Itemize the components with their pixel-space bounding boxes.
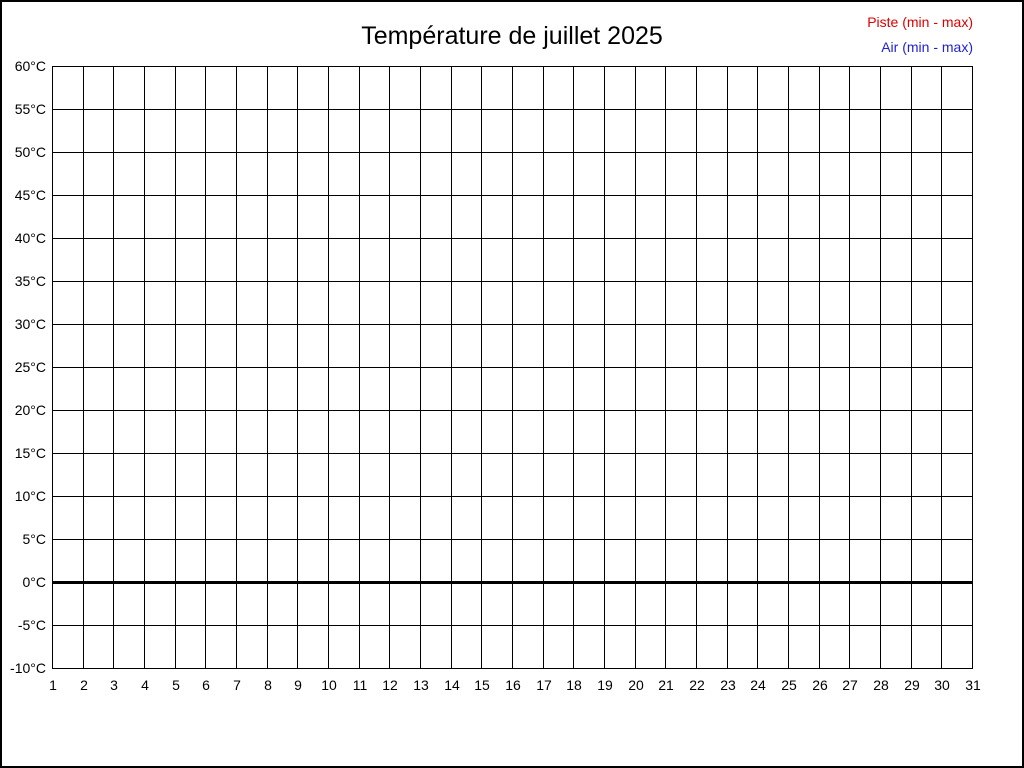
gridline-horizontal — [52, 238, 973, 239]
y-tick-label: -10°C — [10, 660, 46, 676]
x-tick-label: 25 — [781, 677, 797, 693]
gridline-horizontal — [52, 66, 973, 67]
y-tick-label: 60°C — [14, 58, 46, 74]
x-tick-label: 16 — [505, 677, 521, 693]
y-tick-label: 5°C — [22, 531, 47, 547]
legend-piste: Piste (min - max) — [867, 14, 973, 30]
x-tick-label: 24 — [750, 677, 766, 693]
x-tick-label: 23 — [720, 677, 736, 693]
y-tick-label: -5°C — [17, 617, 46, 633]
x-tick-label: 3 — [110, 677, 118, 693]
x-tick-label: 6 — [202, 677, 210, 693]
gridline-horizontal — [52, 367, 973, 368]
y-tick-label: 50°C — [14, 144, 46, 160]
x-tick-label: 14 — [444, 677, 460, 693]
x-tick-label: 28 — [873, 677, 889, 693]
y-tick-label: 55°C — [14, 101, 46, 117]
x-tick-label: 9 — [294, 677, 302, 693]
y-tick-label: 15°C — [14, 445, 46, 461]
gridline-horizontal — [52, 109, 973, 110]
y-tick-label: 35°C — [14, 273, 46, 289]
x-tick-label: 26 — [812, 677, 828, 693]
legend-air: Air (min - max) — [881, 39, 973, 55]
x-tick-label: 2 — [80, 677, 88, 693]
x-tick-label: 8 — [264, 677, 272, 693]
x-tick-label: 31 — [965, 677, 981, 693]
x-tick-label: 22 — [689, 677, 705, 693]
x-tick-label: 12 — [382, 677, 398, 693]
y-tick-label: 20°C — [14, 402, 46, 418]
x-tick-label: 19 — [597, 677, 613, 693]
x-tick-label: 17 — [536, 677, 552, 693]
y-tick-label: 30°C — [14, 316, 46, 332]
gridline-horizontal — [52, 496, 973, 497]
gridline-horizontal — [52, 281, 973, 282]
x-tick-label: 4 — [141, 677, 149, 693]
y-tick-label: 40°C — [14, 230, 46, 246]
y-tick-label: 45°C — [14, 187, 46, 203]
gridline-horizontal — [52, 410, 973, 411]
gridline-horizontal — [52, 152, 973, 153]
gridline-horizontal — [52, 668, 973, 669]
chart-title: Température de juillet 2025 — [361, 22, 663, 50]
y-tick-label: 25°C — [14, 359, 46, 375]
x-tick-label: 15 — [474, 677, 490, 693]
x-tick-label: 5 — [172, 677, 180, 693]
gridline-horizontal — [52, 625, 973, 626]
plot-area: 1 2 3 4 5 6 7 8 9 10 11 12 13 14 15 16 17 18 19 20 21 22 23 24 2… — [10, 58, 981, 693]
x-tick-label: 7 — [233, 677, 241, 693]
x-tick-label: 11 — [352, 677, 368, 693]
x-tick-label: 13 — [413, 677, 429, 693]
legend: Piste (min - max) Air (min - max) — [867, 10, 973, 60]
x-tick-label: 21 — [658, 677, 674, 693]
x-tick-label: 27 — [842, 677, 858, 693]
x-tick-label: 29 — [904, 677, 920, 693]
y-tick-label: 10°C — [14, 488, 46, 504]
x-tick-label: 18 — [566, 677, 582, 693]
x-tick-label: 20 — [628, 677, 644, 693]
x-tick-label: 30 — [934, 677, 950, 693]
y-tick-label: 0°C — [22, 574, 47, 590]
gridline-horizontal — [52, 195, 973, 196]
gridline-horizontal — [52, 453, 973, 454]
gridline-horizontal — [52, 324, 973, 325]
x-tick-label: 1 — [49, 677, 57, 693]
x-tick-label: 10 — [321, 677, 337, 693]
gridline-horizontal — [52, 539, 973, 540]
zero-degree-line — [52, 581, 973, 584]
